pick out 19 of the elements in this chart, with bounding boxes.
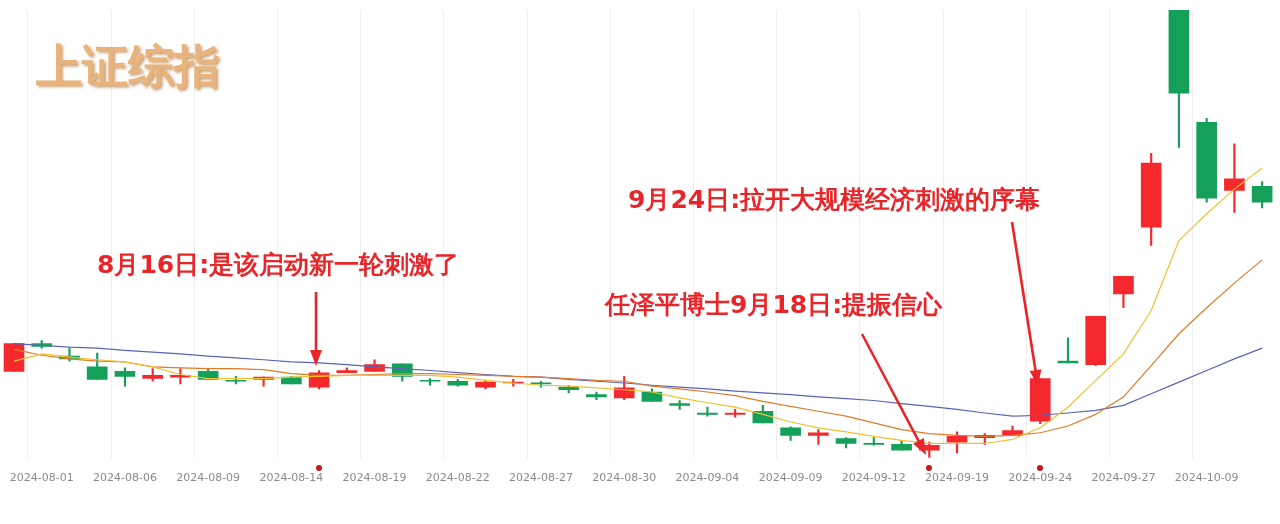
x-tick-label: 2024-10-09 (1174, 471, 1239, 485)
x-tick-label: 2024-09-27 (1091, 471, 1156, 485)
x-tick-label: 2024-08-22 (425, 471, 490, 485)
annotation: 任泽平博士9月18日:提振信心 (605, 289, 943, 321)
x-tick-label: 2024-09-12 (841, 471, 906, 485)
x-tick-label: 2024-09-04 (675, 471, 740, 485)
text: 上证综指 (36, 38, 220, 95)
x-tick-label: 2024-08-30 (592, 471, 657, 485)
x-tick-label: 2024-08-27 (509, 471, 573, 485)
x-tick-label: 2024-08-19 (342, 471, 407, 485)
annotation: 8月16日:是该启动新一轮刺激了 (97, 249, 460, 281)
x-tick-label: 2024-09-19 (925, 471, 989, 485)
x-tick-label: 2024-08-06 (92, 471, 157, 485)
x-tick-label: 2024-08-01 (9, 471, 74, 485)
annotation: 9月24日:拉开大规模经济刺激的序幕 (628, 184, 1041, 216)
x-tick-label: 2024-08-14 (259, 471, 324, 485)
x-tick-label: 2024-09-24 (1008, 471, 1073, 485)
x-tick-label: 2024-09-09 (758, 471, 823, 485)
x-tick-label: 2024-08-09 (176, 471, 241, 485)
